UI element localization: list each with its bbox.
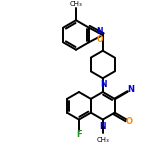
Text: N: N xyxy=(100,121,106,131)
Text: N: N xyxy=(100,80,107,89)
Text: F: F xyxy=(76,130,82,139)
Text: O: O xyxy=(96,35,103,44)
Text: N: N xyxy=(127,85,134,94)
Text: CH₃: CH₃ xyxy=(96,137,109,143)
Text: O: O xyxy=(126,117,133,126)
Text: N: N xyxy=(96,27,103,36)
Text: CH₃: CH₃ xyxy=(70,1,82,7)
